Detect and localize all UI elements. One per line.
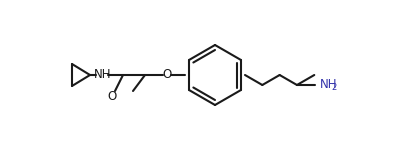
Text: O: O [163,69,172,81]
Text: NH: NH [320,78,337,90]
Text: O: O [108,90,117,104]
Text: 2: 2 [331,82,336,91]
Text: NH: NH [94,69,112,81]
